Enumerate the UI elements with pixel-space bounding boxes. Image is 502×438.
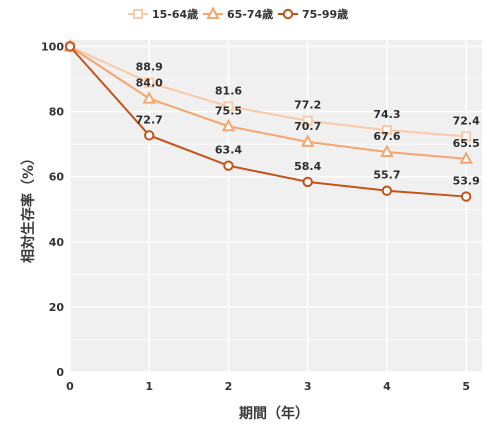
legend-item-1: 15-64歳 [128,7,198,21]
legend-item-2: 65-74歳 [203,6,273,21]
series-2-point [142,90,156,104]
data-label-series-1: 88.9 [136,61,163,74]
grid-lines [69,40,482,373]
series-1-point [144,77,155,88]
data-labels: 88.9 81.6 77.2 74.3 72.4 84.0 75.5 70.7 67.6 65.5… [136,61,480,188]
y-tick-label: 0 [56,366,64,379]
plot-background [70,40,482,372]
x-tick-label: 4 [383,380,391,393]
data-label-series-3: 58.4 [294,160,321,173]
series-1-point [461,131,472,142]
series-1-point [223,101,234,112]
legend-label: 65-74歳 [227,7,273,21]
series-3-point [144,130,155,141]
legend-marker [282,8,294,20]
series-2-point [380,144,394,157]
axis-ticks: 0 20 40 60 80 100 0 1 2 3 4 5 [41,41,470,393]
series-line-1 [69,45,467,138]
legend-label: 15-64歳 [152,7,198,21]
data-label-series-2: 75.5 [215,104,242,117]
series-3-point [460,191,472,202]
y-tick-label: 80 [49,106,65,119]
y-tick-label: 60 [49,171,65,184]
series-line-3 [69,45,467,198]
x-axis-title: 期間（年） [239,405,309,422]
series-1-point [381,125,392,136]
series-3-point [381,185,393,196]
series-3-point [64,41,76,52]
legend: 15-64歳 65-74歳 75-99歳 [128,6,348,21]
legend-marker [206,6,220,19]
y-axis-title: 相対生存率（%） [20,151,37,263]
data-label-series-3: 72.7 [136,113,163,126]
legend-label: 75-99歳 [302,7,348,21]
x-tick-label: 5 [462,380,470,393]
data-label-series-2: 70.7 [294,120,321,133]
data-label-series-1: 74.3 [373,108,400,121]
data-label-series-1: 72.4 [453,114,480,127]
series-3-point [223,160,234,171]
data-label-series-2: 67.6 [373,130,400,143]
legend-item-3: 75-99歳 [278,7,348,21]
data-label-series-2: 65.5 [453,137,480,150]
series-2-point [301,134,315,147]
data-label-series-1: 81.6 [215,84,242,97]
data-label-series-3: 63.4 [215,144,242,157]
y-tick-label: 100 [41,41,64,54]
series-2-point [459,151,473,164]
x-tick-label: 1 [145,380,153,393]
y-tick-label: 40 [49,236,65,249]
y-tick-label: 20 [49,301,65,314]
data-label-series-3: 55.7 [373,169,400,182]
series-3-point [302,176,313,188]
x-tick-label: 0 [66,380,74,393]
series-2-point [221,118,236,132]
legend-marker [133,9,143,19]
series-line-2 [69,45,467,160]
data-label-series-3: 53.9 [453,175,480,188]
series-lines [63,38,473,202]
data-label-series-2: 84.0 [136,77,163,90]
data-label-series-1: 77.2 [294,99,321,112]
series-1-point [302,115,313,126]
x-tick-label: 2 [225,380,233,393]
x-tick-label: 3 [304,380,312,393]
